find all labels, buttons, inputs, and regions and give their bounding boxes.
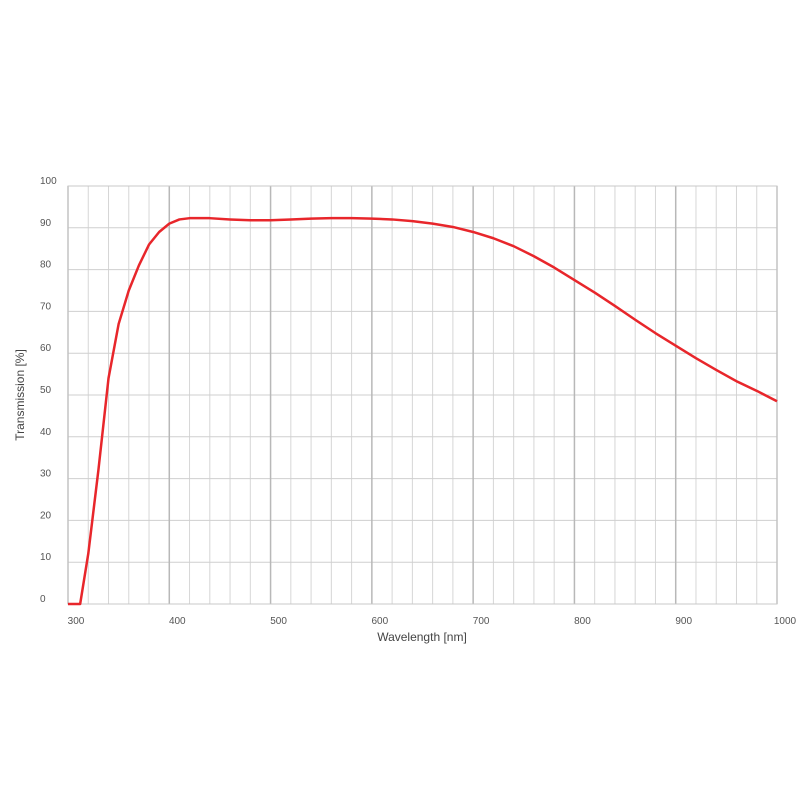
x-tick-label: 900 (675, 616, 692, 627)
x-tick-label: 1000 (774, 616, 797, 627)
x-tick-label: 300 (68, 616, 85, 627)
y-tick-label: 40 (40, 427, 52, 438)
y-tick-label: 100 (40, 176, 57, 187)
x-tick-label: 800 (574, 616, 591, 627)
y-axis-label: Transmission [%] (13, 349, 27, 441)
y-tick-label: 90 (40, 218, 52, 229)
x-axis-label: Wavelength [nm] (377, 630, 467, 644)
y-tick-label: 30 (40, 469, 52, 480)
x-tick-label: 600 (372, 616, 389, 627)
y-tick-label: 50 (40, 385, 52, 396)
y-tick-label: 0 (40, 594, 46, 605)
y-tick-label: 20 (40, 510, 52, 521)
y-tick-label: 70 (40, 301, 52, 312)
x-tick-label: 700 (473, 616, 490, 627)
y-tick-label: 60 (40, 343, 52, 354)
x-tick-label: 400 (169, 616, 186, 627)
data-line (68, 216, 778, 606)
y-tick-label: 10 (40, 552, 52, 563)
plot-frame (67, 185, 778, 605)
y-tick-label: 80 (40, 260, 52, 271)
x-tick-label: 500 (270, 616, 287, 627)
